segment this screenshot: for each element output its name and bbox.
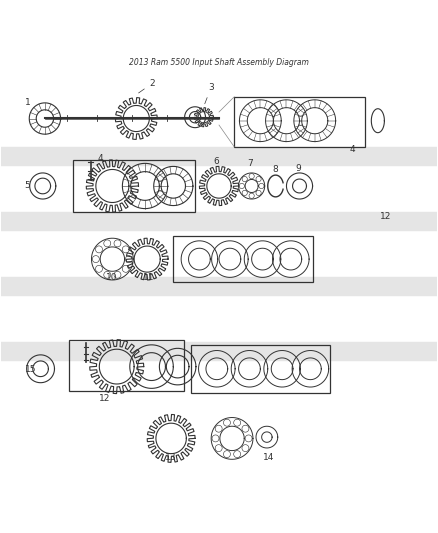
Text: 10: 10 — [106, 272, 117, 281]
Text: 5: 5 — [24, 181, 30, 190]
Text: 12: 12 — [380, 212, 392, 221]
Bar — [191, 345, 330, 393]
Text: 12: 12 — [99, 393, 111, 402]
Text: 2013 Ram 5500 Input Shaft Assembly Diagram: 2013 Ram 5500 Input Shaft Assembly Diagr… — [129, 58, 309, 67]
Text: 9: 9 — [295, 164, 301, 173]
Text: 14: 14 — [262, 453, 274, 462]
Text: 8: 8 — [272, 165, 278, 174]
Bar — [73, 160, 195, 212]
Text: 11: 11 — [143, 272, 154, 281]
Text: 4: 4 — [350, 146, 355, 155]
Bar — [69, 341, 184, 391]
Text: 6: 6 — [214, 157, 219, 166]
Text: 2: 2 — [138, 79, 155, 93]
Bar — [234, 97, 365, 147]
Text: 7: 7 — [247, 158, 253, 167]
Text: 3: 3 — [205, 83, 214, 104]
Text: 15: 15 — [25, 365, 37, 374]
Text: 4: 4 — [97, 154, 103, 163]
Text: 1: 1 — [25, 99, 30, 108]
Text: 13: 13 — [165, 453, 176, 462]
Bar — [173, 236, 313, 282]
